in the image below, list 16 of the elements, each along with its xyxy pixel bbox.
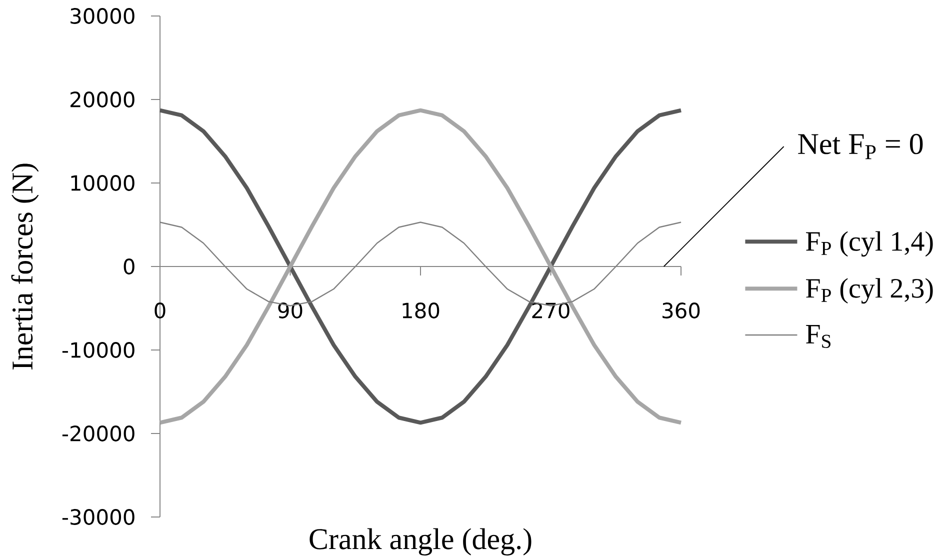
x-tick-label: 360 [662,302,700,318]
y-tick-label: 20000 [70,92,134,108]
y-tick-label: -30000 [62,509,134,525]
legend-label: F$_{S}$ [806,325,830,348]
legend-label: F$_{P}$ (cyl 2,3) [806,278,933,304]
y-tick-label: -20000 [62,426,134,442]
y-tick-label: 10000 [71,175,134,191]
x-axis-title: Crank angle (deg.) [310,528,532,556]
y-tick-label: -10000 [62,342,134,358]
y-axis-title: Inertia forces (N) [11,164,39,370]
x-tick-label: 0 [154,302,166,318]
y-tick-label: 0 [124,258,134,274]
y-tick-label: 30000 [70,8,134,24]
text: Net F$_{P}$ = 0 [798,134,923,160]
legend-label: F$_{P}$ (cyl 1,4) [806,231,933,257]
x-tick-label: 180 [402,302,440,318]
